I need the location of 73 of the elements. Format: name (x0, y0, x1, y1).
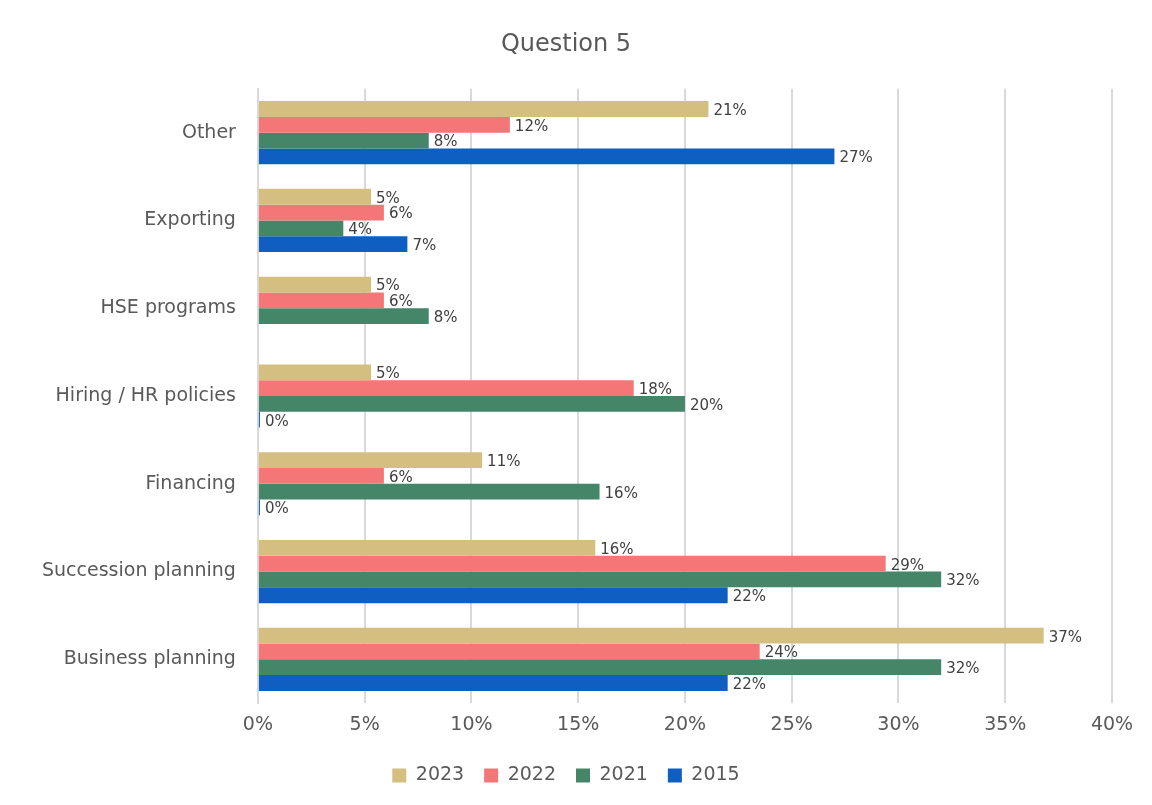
bar (258, 236, 408, 253)
data-label: 0% (264, 411, 289, 430)
data-label: 8% (433, 132, 458, 151)
y-tick-label: Other (181, 119, 237, 142)
x-tick-label: 25% (770, 711, 813, 734)
x-tick-label: 20% (663, 711, 707, 734)
bar (258, 539, 596, 556)
data-label: 37% (1048, 627, 1083, 646)
legend-label: 2022 (507, 762, 557, 785)
data-label: 20% (689, 395, 724, 414)
legend-label: 2015 (691, 762, 740, 785)
bar (258, 627, 1044, 644)
data-label: 27% (839, 148, 873, 167)
data-label: 12% (514, 116, 549, 135)
bar (258, 675, 728, 691)
bar (258, 148, 835, 165)
bar (258, 643, 760, 660)
x-tick-label: 35% (984, 711, 1027, 734)
y-tick-label: Hiring / HR policies (55, 382, 236, 405)
bar (258, 220, 344, 237)
y-tick-label: Business planning (63, 646, 236, 669)
bar (258, 587, 728, 604)
y-tick-label: Financing (145, 470, 236, 493)
bar (258, 396, 685, 412)
data-label: 29% (890, 555, 925, 574)
bar (258, 571, 942, 588)
data-label: 11% (487, 451, 521, 470)
data-label: 5% (376, 364, 400, 383)
data-label: 21% (713, 100, 747, 119)
legend-label: 2021 (599, 762, 648, 785)
legend-label: 2023 (415, 762, 465, 785)
data-label: 16% (600, 539, 634, 558)
x-tick-label: 0% (242, 711, 273, 734)
bar (258, 101, 709, 117)
bar (258, 132, 429, 149)
data-label: 22% (732, 587, 767, 606)
bar (258, 292, 384, 309)
data-label: 16% (604, 483, 638, 502)
bar (258, 276, 372, 293)
data-label: 24% (764, 643, 799, 662)
bar (258, 467, 384, 484)
data-label: 0% (264, 499, 289, 518)
data-label: 32% (946, 571, 980, 590)
bar (258, 483, 600, 500)
bar (258, 116, 510, 133)
y-tick-label: HSE programs (100, 295, 236, 318)
y-tick-label: Succession planning (41, 558, 236, 581)
data-label: 5% (376, 276, 400, 295)
data-label: 32% (946, 659, 980, 678)
x-tick-label: 10% (450, 711, 493, 734)
data-label: 22% (732, 674, 767, 693)
data-label: 18% (638, 379, 673, 398)
bar (258, 452, 483, 468)
bar (258, 204, 384, 221)
data-label: 6% (388, 204, 413, 223)
bar (258, 308, 429, 325)
x-tick-label: 30% (877, 711, 920, 734)
data-label: 8% (433, 308, 458, 327)
bar (258, 380, 634, 396)
data-label: 6% (388, 292, 413, 311)
bar (258, 555, 886, 572)
x-tick-label: 40% (1090, 711, 1134, 734)
data-label: 4% (348, 220, 373, 239)
chart-title: Question 5 (500, 28, 632, 57)
bar (258, 659, 942, 676)
x-tick-label: 5% (349, 711, 380, 734)
x-tick-label: 15% (557, 711, 600, 734)
bar (258, 188, 372, 205)
data-label: 6% (388, 467, 413, 486)
data-label: 7% (412, 236, 437, 255)
y-tick-label: Exporting (144, 207, 236, 230)
bar (258, 364, 372, 381)
data-label: 5% (376, 188, 400, 207)
